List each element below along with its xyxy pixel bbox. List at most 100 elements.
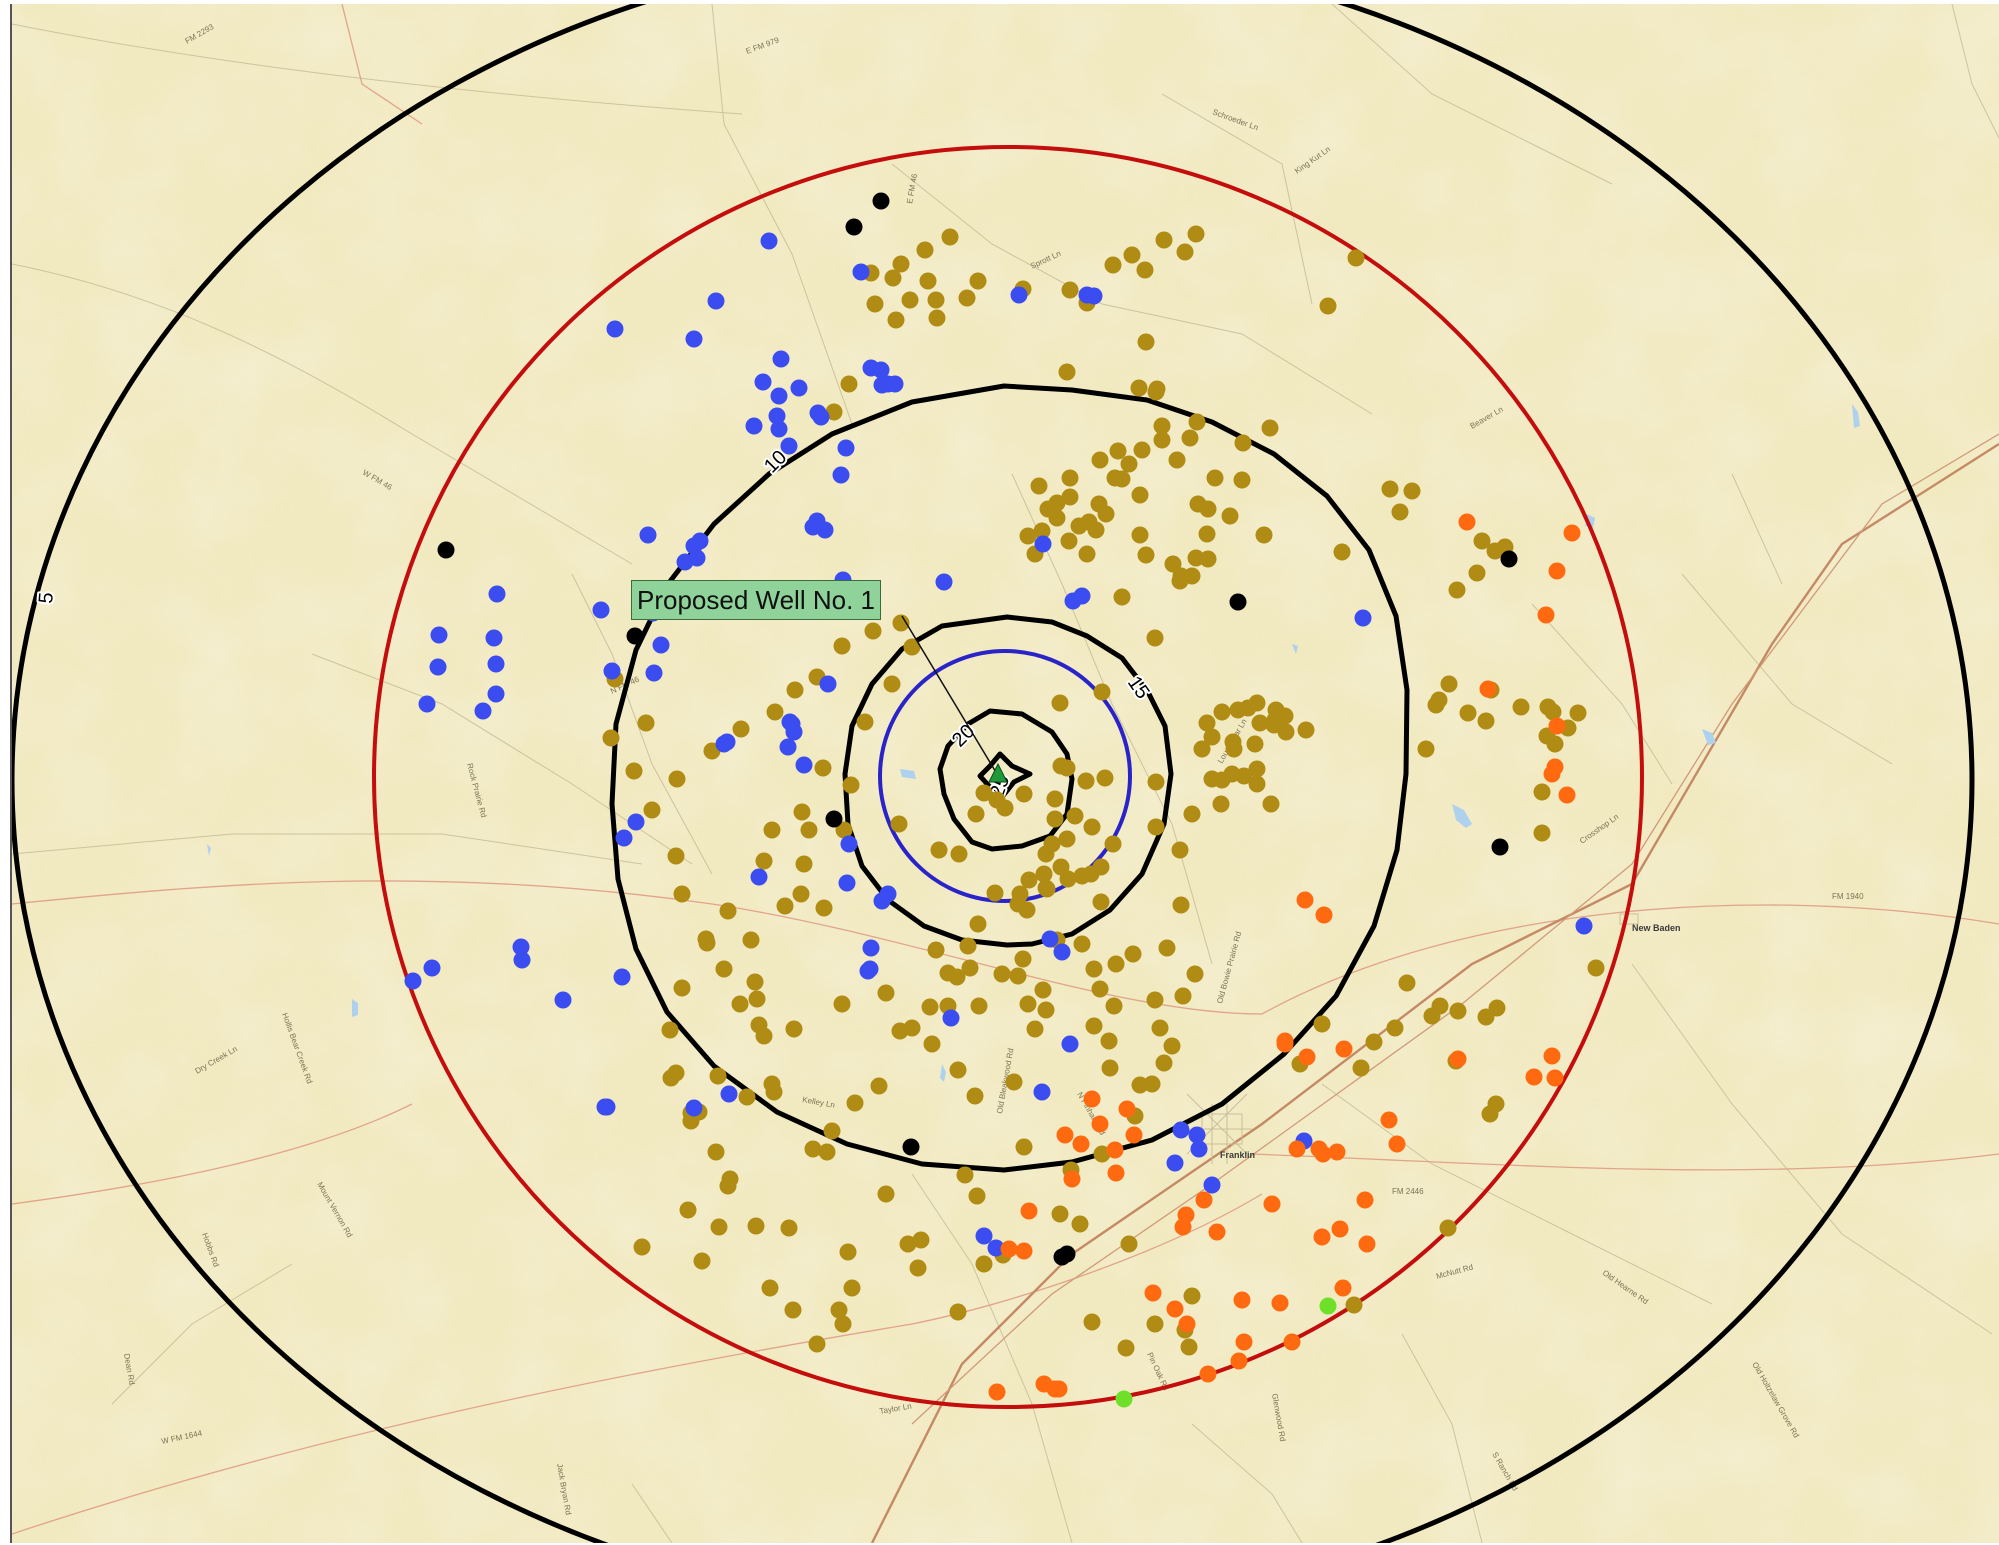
olive-well-point[interactable] [694, 1253, 711, 1270]
olive-well-point[interactable] [785, 1302, 802, 1319]
olive-well-point[interactable] [885, 270, 902, 287]
olive-well-point[interactable] [1199, 526, 1216, 543]
olive-well-point[interactable] [1094, 684, 1111, 701]
olive-well-point[interactable] [1086, 1018, 1103, 1035]
olive-well-point[interactable] [1110, 443, 1127, 460]
orange-well-point[interactable] [1021, 1203, 1038, 1220]
olive-well-point[interactable] [1020, 528, 1037, 545]
olive-well-point[interactable] [1092, 981, 1109, 998]
olive-well-point[interactable] [739, 1089, 756, 1106]
blue-well-point[interactable] [640, 527, 657, 544]
olive-well-point[interactable] [1059, 831, 1076, 848]
orange-well-point[interactable] [1289, 1141, 1306, 1158]
blue-well-point[interactable] [1035, 536, 1052, 553]
olive-well-point[interactable] [1097, 770, 1114, 787]
blue-well-point[interactable] [1034, 1084, 1051, 1101]
black-well-point[interactable] [438, 542, 455, 559]
olive-well-point[interactable] [1138, 547, 1155, 564]
olive-well-point[interactable] [1478, 713, 1495, 730]
olive-well-point[interactable] [1148, 819, 1165, 836]
olive-well-point[interactable] [1478, 1009, 1495, 1026]
olive-well-point[interactable] [917, 242, 934, 259]
olive-well-point[interactable] [1173, 897, 1190, 914]
orange-well-point[interactable] [1064, 1171, 1081, 1188]
olive-well-point[interactable] [1424, 1008, 1441, 1025]
olive-well-point[interactable] [1387, 1020, 1404, 1037]
olive-well-point[interactable] [1038, 880, 1055, 897]
olive-well-point[interactable] [840, 1244, 857, 1261]
olive-well-point[interactable] [1547, 736, 1564, 753]
orange-well-point[interactable] [1549, 563, 1566, 580]
black-well-point[interactable] [1492, 839, 1509, 856]
orange-well-point[interactable] [1167, 1301, 1184, 1318]
olive-well-point[interactable] [1052, 1206, 1069, 1223]
blue-well-point[interactable] [593, 602, 610, 619]
olive-well-point[interactable] [1125, 946, 1142, 963]
olive-well-point[interactable] [931, 842, 948, 859]
olive-well-point[interactable] [1101, 1033, 1118, 1050]
map-canvas[interactable]: FM 2293 E FM 979 E FM 46 N FM 46 W FM 46… [10, 4, 1999, 1543]
olive-well-point[interactable] [1190, 496, 1207, 513]
blue-well-point[interactable] [1189, 1127, 1206, 1144]
olive-well-point[interactable] [764, 822, 781, 839]
orange-well-point[interactable] [1299, 1049, 1316, 1066]
olive-well-point[interactable] [747, 974, 764, 991]
orange-well-point[interactable] [1480, 681, 1497, 698]
blue-well-point[interactable] [1173, 1122, 1190, 1139]
black-well-point[interactable] [1230, 594, 1247, 611]
orange-well-point[interactable] [1016, 1243, 1033, 1260]
olive-well-point[interactable] [971, 998, 988, 1015]
olive-well-point[interactable] [674, 980, 691, 997]
blue-well-point[interactable] [686, 331, 703, 348]
olive-well-point[interactable] [1187, 966, 1204, 983]
olive-well-point[interactable] [1078, 773, 1095, 790]
olive-well-point[interactable] [900, 1236, 917, 1253]
blue-well-point[interactable] [791, 380, 808, 397]
olive-well-point[interactable] [888, 312, 905, 329]
olive-well-point[interactable] [1534, 825, 1551, 842]
olive-well-point[interactable] [1147, 630, 1164, 647]
olive-well-point[interactable] [902, 292, 919, 309]
olive-well-point[interactable] [793, 886, 810, 903]
olive-well-point[interactable] [1184, 1288, 1201, 1305]
olive-well-point[interactable] [1382, 481, 1399, 498]
blue-well-point[interactable] [755, 374, 772, 391]
black-well-point[interactable] [1054, 1249, 1071, 1266]
orange-well-point[interactable] [1234, 1292, 1251, 1309]
olive-well-point[interactable] [1152, 1020, 1169, 1037]
olive-well-point[interactable] [1214, 772, 1231, 789]
olive-well-point[interactable] [878, 1186, 895, 1203]
olive-well-point[interactable] [891, 816, 908, 833]
orange-well-point[interactable] [1559, 787, 1576, 804]
olive-well-point[interactable] [796, 856, 813, 873]
olive-well-point[interactable] [928, 292, 945, 309]
olive-well-point[interactable] [1222, 508, 1239, 525]
olive-well-point[interactable] [816, 900, 833, 917]
olive-well-point[interactable] [1235, 435, 1252, 452]
olive-well-point[interactable] [942, 229, 959, 246]
blue-well-point[interactable] [646, 665, 663, 682]
olive-well-point[interactable] [1019, 902, 1036, 919]
blue-well-point[interactable] [943, 1010, 960, 1027]
olive-well-point[interactable] [1074, 868, 1091, 885]
orange-well-point[interactable] [1047, 1381, 1064, 1398]
blue-well-point[interactable] [431, 627, 448, 644]
olive-well-point[interactable] [1298, 722, 1315, 739]
olive-well-point[interactable] [762, 1280, 779, 1297]
olive-well-point[interactable] [634, 1239, 651, 1256]
orange-well-point[interactable] [1107, 1142, 1124, 1159]
olive-well-point[interactable] [1449, 582, 1466, 599]
olive-well-point[interactable] [920, 273, 937, 290]
olive-well-point[interactable] [1194, 741, 1211, 758]
orange-well-point[interactable] [1092, 1116, 1109, 1133]
blue-well-point[interactable] [1062, 1036, 1079, 1053]
olive-well-point[interactable] [1074, 936, 1091, 953]
olive-well-point[interactable] [708, 1144, 725, 1161]
olive-well-point[interactable] [1154, 432, 1171, 449]
orange-well-point[interactable] [1236, 1334, 1253, 1351]
blue-well-point[interactable] [880, 886, 897, 903]
olive-well-point[interactable] [1006, 1074, 1023, 1091]
blue-well-point[interactable] [1074, 588, 1091, 605]
olive-well-point[interactable] [1366, 1034, 1383, 1051]
blue-well-point[interactable] [488, 656, 505, 673]
